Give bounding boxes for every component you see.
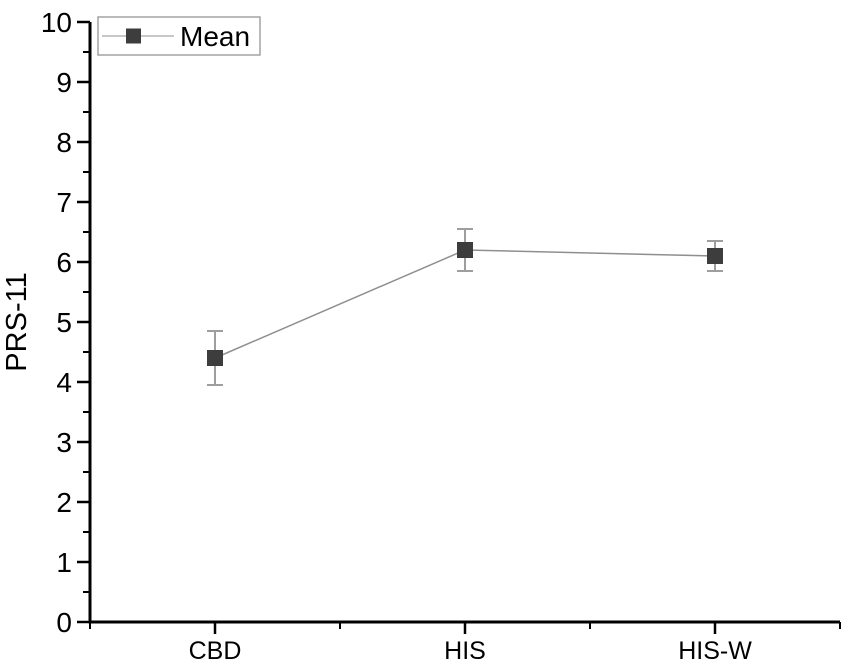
y-tick-label: 0	[56, 607, 72, 638]
data-point-marker	[707, 248, 723, 264]
legend-label: Mean	[180, 21, 250, 52]
y-tick-label: 2	[56, 487, 72, 518]
x-tick-label: HIS	[444, 637, 486, 665]
y-axis-title: PRS-11	[1, 272, 33, 371]
data-point-marker	[457, 242, 473, 258]
y-tick-label: 1	[56, 547, 72, 578]
y-tick-label: 3	[56, 427, 72, 458]
y-tick-label: 6	[56, 247, 72, 278]
y-tick-label: 9	[56, 67, 72, 98]
legend-marker-square-icon	[126, 28, 141, 44]
y-tick-label: 10	[41, 7, 72, 38]
data-point-marker	[207, 350, 223, 366]
y-tick-label: 7	[56, 187, 72, 218]
x-tick-label: HIS-W	[678, 637, 752, 665]
x-tick-label: CBD	[189, 637, 242, 665]
y-tick-label: 5	[56, 307, 72, 338]
y-tick-label: 4	[56, 367, 72, 398]
y-tick-label: 8	[56, 127, 72, 158]
